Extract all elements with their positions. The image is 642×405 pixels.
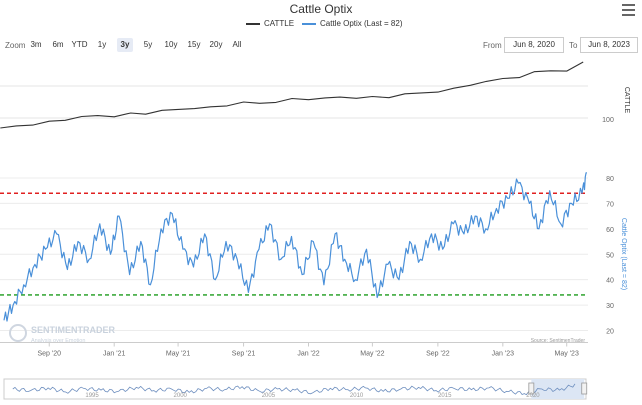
zoom-button-10y[interactable]: 10y	[164, 40, 178, 49]
optix-y-tick-label: 70	[606, 201, 614, 208]
optix-x-tick-label: Jan '22	[297, 351, 319, 358]
zoom-button-ytd[interactable]: YTD	[71, 40, 88, 49]
optix-y-axis-label: Cattle Optix (Last = 82)	[620, 218, 627, 290]
watermark-tagline: Analysis over Emotion	[31, 338, 85, 344]
optix-y-tick-label: 80	[606, 176, 614, 183]
sentimentrader-logo-icon	[9, 324, 27, 342]
navigator-series-line	[12, 383, 576, 396]
navigator-x-tick-label: 2020	[526, 393, 540, 399]
zoom-button-1y[interactable]: 1y	[97, 40, 107, 49]
optix-x-tick-label: May '23	[555, 351, 579, 358]
zoom-button-20y[interactable]: 20y	[209, 40, 223, 49]
navigator-right-handle[interactable]	[581, 382, 588, 395]
zoom-button-6m[interactable]: 6m	[52, 40, 64, 49]
legend-line-swatch-icon	[302, 22, 316, 25]
to-date-input[interactable]: Jun 8, 2023	[580, 37, 638, 53]
optix-y-tick-label: 30	[606, 303, 614, 310]
legend-label-optix: Cattle Optix (Last = 82)	[320, 19, 403, 28]
zoom-button-3y[interactable]: 3y	[117, 38, 133, 52]
zoom-button-all[interactable]: All	[232, 40, 242, 49]
navigator-panel: 1995 2000 2005 2010 2015 2020	[3, 378, 588, 400]
cattle-panel: 100 CATTLE	[0, 61, 630, 129]
optix-y-tick-label: 60	[606, 227, 614, 234]
legend-label-cattle: CATTLE	[264, 19, 295, 28]
cattle-y-axis-label: CATTLE	[623, 87, 630, 114]
from-label: From	[483, 41, 502, 50]
to-label: To	[569, 41, 578, 50]
optix-y-tick-label: 50	[606, 252, 614, 259]
legend-line-swatch-icon	[246, 22, 260, 25]
watermark-name: SENTIMENTRADER	[31, 325, 116, 335]
optix-x-tick-label: Sep '21	[232, 351, 256, 358]
source-note: Source: SentimenTrader	[531, 338, 586, 344]
optix-y-tick-label: 20	[606, 329, 614, 336]
navigator-x-tick-label: 1995	[85, 393, 99, 399]
zoom-button-15y[interactable]: 15y	[187, 40, 201, 49]
navigator-x-tick-label: 2010	[350, 393, 364, 399]
zoom-button-5y[interactable]: 5y	[143, 40, 153, 49]
optix-x-tick-label: Sep '20	[37, 351, 61, 358]
optix-y-tick-label: 40	[606, 278, 614, 285]
optix-x-tick-label: Jan '21	[103, 351, 125, 358]
optix-x-tick-label: Jan '23	[492, 351, 514, 358]
optix-series-line[interactable]	[3, 172, 587, 322]
zoom-label: Zoom	[5, 41, 26, 50]
optix-x-tick-label: May '21	[166, 351, 190, 358]
navigator-x-tick-label: 2005	[262, 393, 276, 399]
chart-title: Cattle Optix	[289, 2, 353, 16]
cattle-y-tick-label: 100	[602, 117, 614, 124]
zoom-button-3m[interactable]: 3m	[30, 40, 42, 49]
hamburger-menu-icon[interactable]	[622, 4, 635, 16]
navigator-left-handle[interactable]	[528, 382, 535, 395]
optix-x-tick-label: Sep '22	[426, 351, 450, 358]
watermark: SENTIMENTRADER Analysis over Emotion	[9, 324, 116, 344]
navigator-x-tick-label: 2000	[174, 393, 188, 399]
legend-item-optix[interactable]: Cattle Optix (Last = 82)	[302, 19, 402, 28]
from-date-input[interactable]: Jun 8, 2020	[504, 37, 564, 53]
navigator-x-tick-label: 2015	[438, 393, 452, 399]
optix-panel: 20 30 40 50 60 70 80 Sep '20 Jan '21 May '21 Sep '…	[0, 172, 627, 358]
legend-item-cattle[interactable]: CATTLE	[246, 19, 294, 28]
optix-x-tick-label: May '22	[360, 351, 384, 358]
cattle-series-line[interactable]	[0, 61, 584, 129]
